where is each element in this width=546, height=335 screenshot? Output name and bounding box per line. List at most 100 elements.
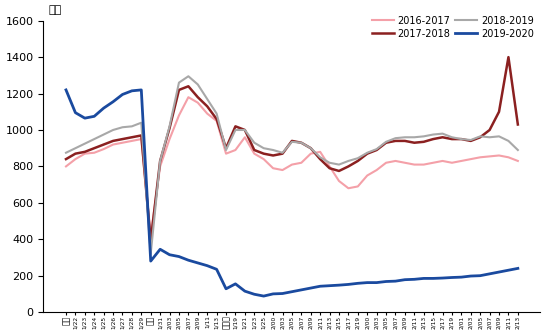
2017-2018: [260, 152, 267, 156]
2019-2020: [411, 277, 418, 281]
2016-2017: [223, 152, 229, 156]
Text: 万人: 万人: [49, 5, 62, 15]
2016-2017: [110, 142, 116, 146]
2018-2019: [430, 133, 436, 137]
2019-2020: [223, 287, 229, 291]
2017-2018: [411, 141, 418, 145]
2018-2019: [496, 134, 502, 138]
2019-2020: [81, 116, 88, 120]
2016-2017: [167, 137, 173, 141]
2019-2020: [204, 264, 210, 268]
2019-2020: [251, 292, 258, 296]
2018-2019: [232, 128, 239, 132]
2016-2017: [138, 137, 145, 141]
2019-2020: [364, 281, 371, 285]
2018-2019: [307, 146, 314, 150]
2017-2018: [298, 141, 305, 145]
2016-2017: [345, 186, 352, 190]
2018-2019: [260, 146, 267, 150]
2017-2018: [167, 126, 173, 130]
2019-2020: [298, 288, 305, 292]
2016-2017: [194, 100, 201, 105]
2019-2020: [72, 111, 79, 115]
2018-2019: [157, 159, 163, 163]
2018-2019: [354, 156, 361, 160]
2016-2017: [373, 168, 380, 172]
2019-2020: [345, 282, 352, 286]
2018-2019: [411, 135, 418, 139]
2018-2019: [327, 161, 333, 165]
2018-2019: [129, 124, 135, 128]
2016-2017: [477, 155, 483, 159]
Line: 2017-2018: 2017-2018: [66, 57, 518, 241]
2018-2019: [147, 252, 154, 256]
2019-2020: [467, 274, 474, 278]
2016-2017: [430, 161, 436, 165]
2017-2018: [119, 137, 126, 141]
2017-2018: [317, 157, 323, 161]
2018-2019: [336, 162, 342, 166]
2017-2018: [157, 159, 163, 163]
2016-2017: [364, 174, 371, 178]
2019-2020: [147, 259, 154, 263]
2018-2019: [514, 148, 521, 152]
2017-2018: [100, 142, 107, 146]
2019-2020: [167, 253, 173, 257]
2018-2019: [298, 141, 305, 145]
2018-2019: [138, 121, 145, 125]
2019-2020: [110, 100, 116, 104]
2019-2020: [420, 276, 427, 280]
2017-2018: [486, 128, 493, 132]
2017-2018: [289, 139, 295, 143]
2019-2020: [119, 92, 126, 96]
2018-2019: [100, 133, 107, 137]
2019-2020: [514, 266, 521, 270]
2016-2017: [147, 233, 154, 238]
2018-2019: [364, 151, 371, 155]
2016-2017: [354, 185, 361, 189]
2016-2017: [317, 150, 323, 154]
2018-2019: [194, 82, 201, 86]
2019-2020: [157, 247, 163, 251]
2017-2018: [307, 146, 314, 150]
2018-2019: [91, 137, 98, 141]
2019-2020: [63, 88, 69, 92]
2016-2017: [486, 154, 493, 158]
2018-2019: [289, 140, 295, 144]
2019-2020: [138, 88, 145, 92]
2018-2019: [251, 141, 258, 145]
2017-2018: [392, 139, 399, 143]
2019-2020: [241, 289, 248, 293]
2017-2018: [213, 117, 220, 121]
2019-2020: [307, 286, 314, 290]
2016-2017: [72, 157, 79, 161]
2016-2017: [279, 168, 286, 172]
2016-2017: [157, 164, 163, 169]
2016-2017: [505, 155, 512, 159]
2019-2020: [336, 283, 342, 287]
2017-2018: [204, 104, 210, 108]
2016-2017: [307, 152, 314, 156]
2016-2017: [213, 119, 220, 123]
2019-2020: [279, 291, 286, 295]
2018-2019: [402, 135, 408, 139]
2017-2018: [241, 128, 248, 132]
2016-2017: [63, 164, 69, 169]
2017-2018: [496, 110, 502, 114]
2017-2018: [147, 239, 154, 243]
2018-2019: [241, 128, 248, 132]
2017-2018: [440, 135, 446, 139]
2019-2020: [383, 279, 389, 283]
2019-2020: [129, 89, 135, 93]
2016-2017: [232, 148, 239, 152]
2017-2018: [458, 137, 465, 141]
2016-2017: [440, 159, 446, 163]
2016-2017: [336, 179, 342, 183]
2017-2018: [194, 95, 201, 99]
2016-2017: [129, 139, 135, 143]
2019-2020: [402, 278, 408, 282]
2019-2020: [232, 282, 239, 286]
2019-2020: [289, 290, 295, 294]
2016-2017: [289, 162, 295, 166]
2016-2017: [514, 159, 521, 163]
